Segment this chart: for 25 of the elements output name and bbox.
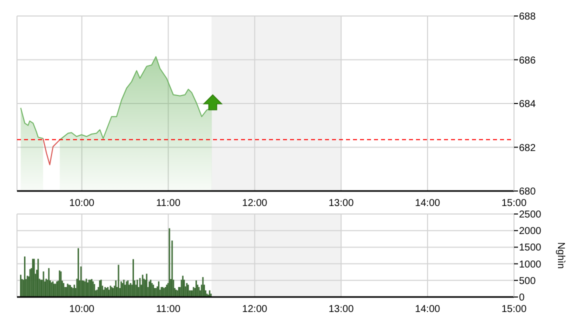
x-tick-label: 15:00 bbox=[501, 304, 527, 315]
y-tick-label: 1000 bbox=[519, 259, 542, 270]
y-tick-label: 2000 bbox=[519, 226, 542, 238]
x-tick-label: 13:00 bbox=[328, 304, 354, 315]
y-tick-label: 680 bbox=[519, 186, 536, 198]
x-tick-label: 11:00 bbox=[156, 304, 181, 315]
y-tick-label: 686 bbox=[519, 55, 536, 66]
x-tick-label: 15:00 bbox=[501, 198, 527, 209]
x-tick-label: 11:00 bbox=[156, 198, 181, 209]
y-tick-label: 688 bbox=[519, 12, 536, 22]
x-tick-label: 14:00 bbox=[415, 198, 441, 209]
x-tick-label: 10:00 bbox=[69, 198, 95, 209]
x-tick-label: 13:00 bbox=[328, 198, 354, 209]
line-series bbox=[42, 138, 60, 166]
x-tick-label: 14:00 bbox=[415, 304, 441, 315]
x-tick-label: 12:00 bbox=[242, 198, 268, 209]
y-tick-label: 0 bbox=[519, 292, 525, 304]
x-tick-label: 12:00 bbox=[242, 304, 268, 315]
x-tick-label: 10:00 bbox=[69, 304, 95, 315]
y-tick-label: 500 bbox=[519, 276, 536, 287]
y-tick-label: 2500 bbox=[519, 210, 542, 220]
y-tick-label: 684 bbox=[519, 99, 536, 110]
y-tick-label: 1500 bbox=[519, 242, 542, 254]
y-axis-title: Nghìn bbox=[555, 242, 566, 269]
y-tick-label: 682 bbox=[519, 142, 536, 154]
